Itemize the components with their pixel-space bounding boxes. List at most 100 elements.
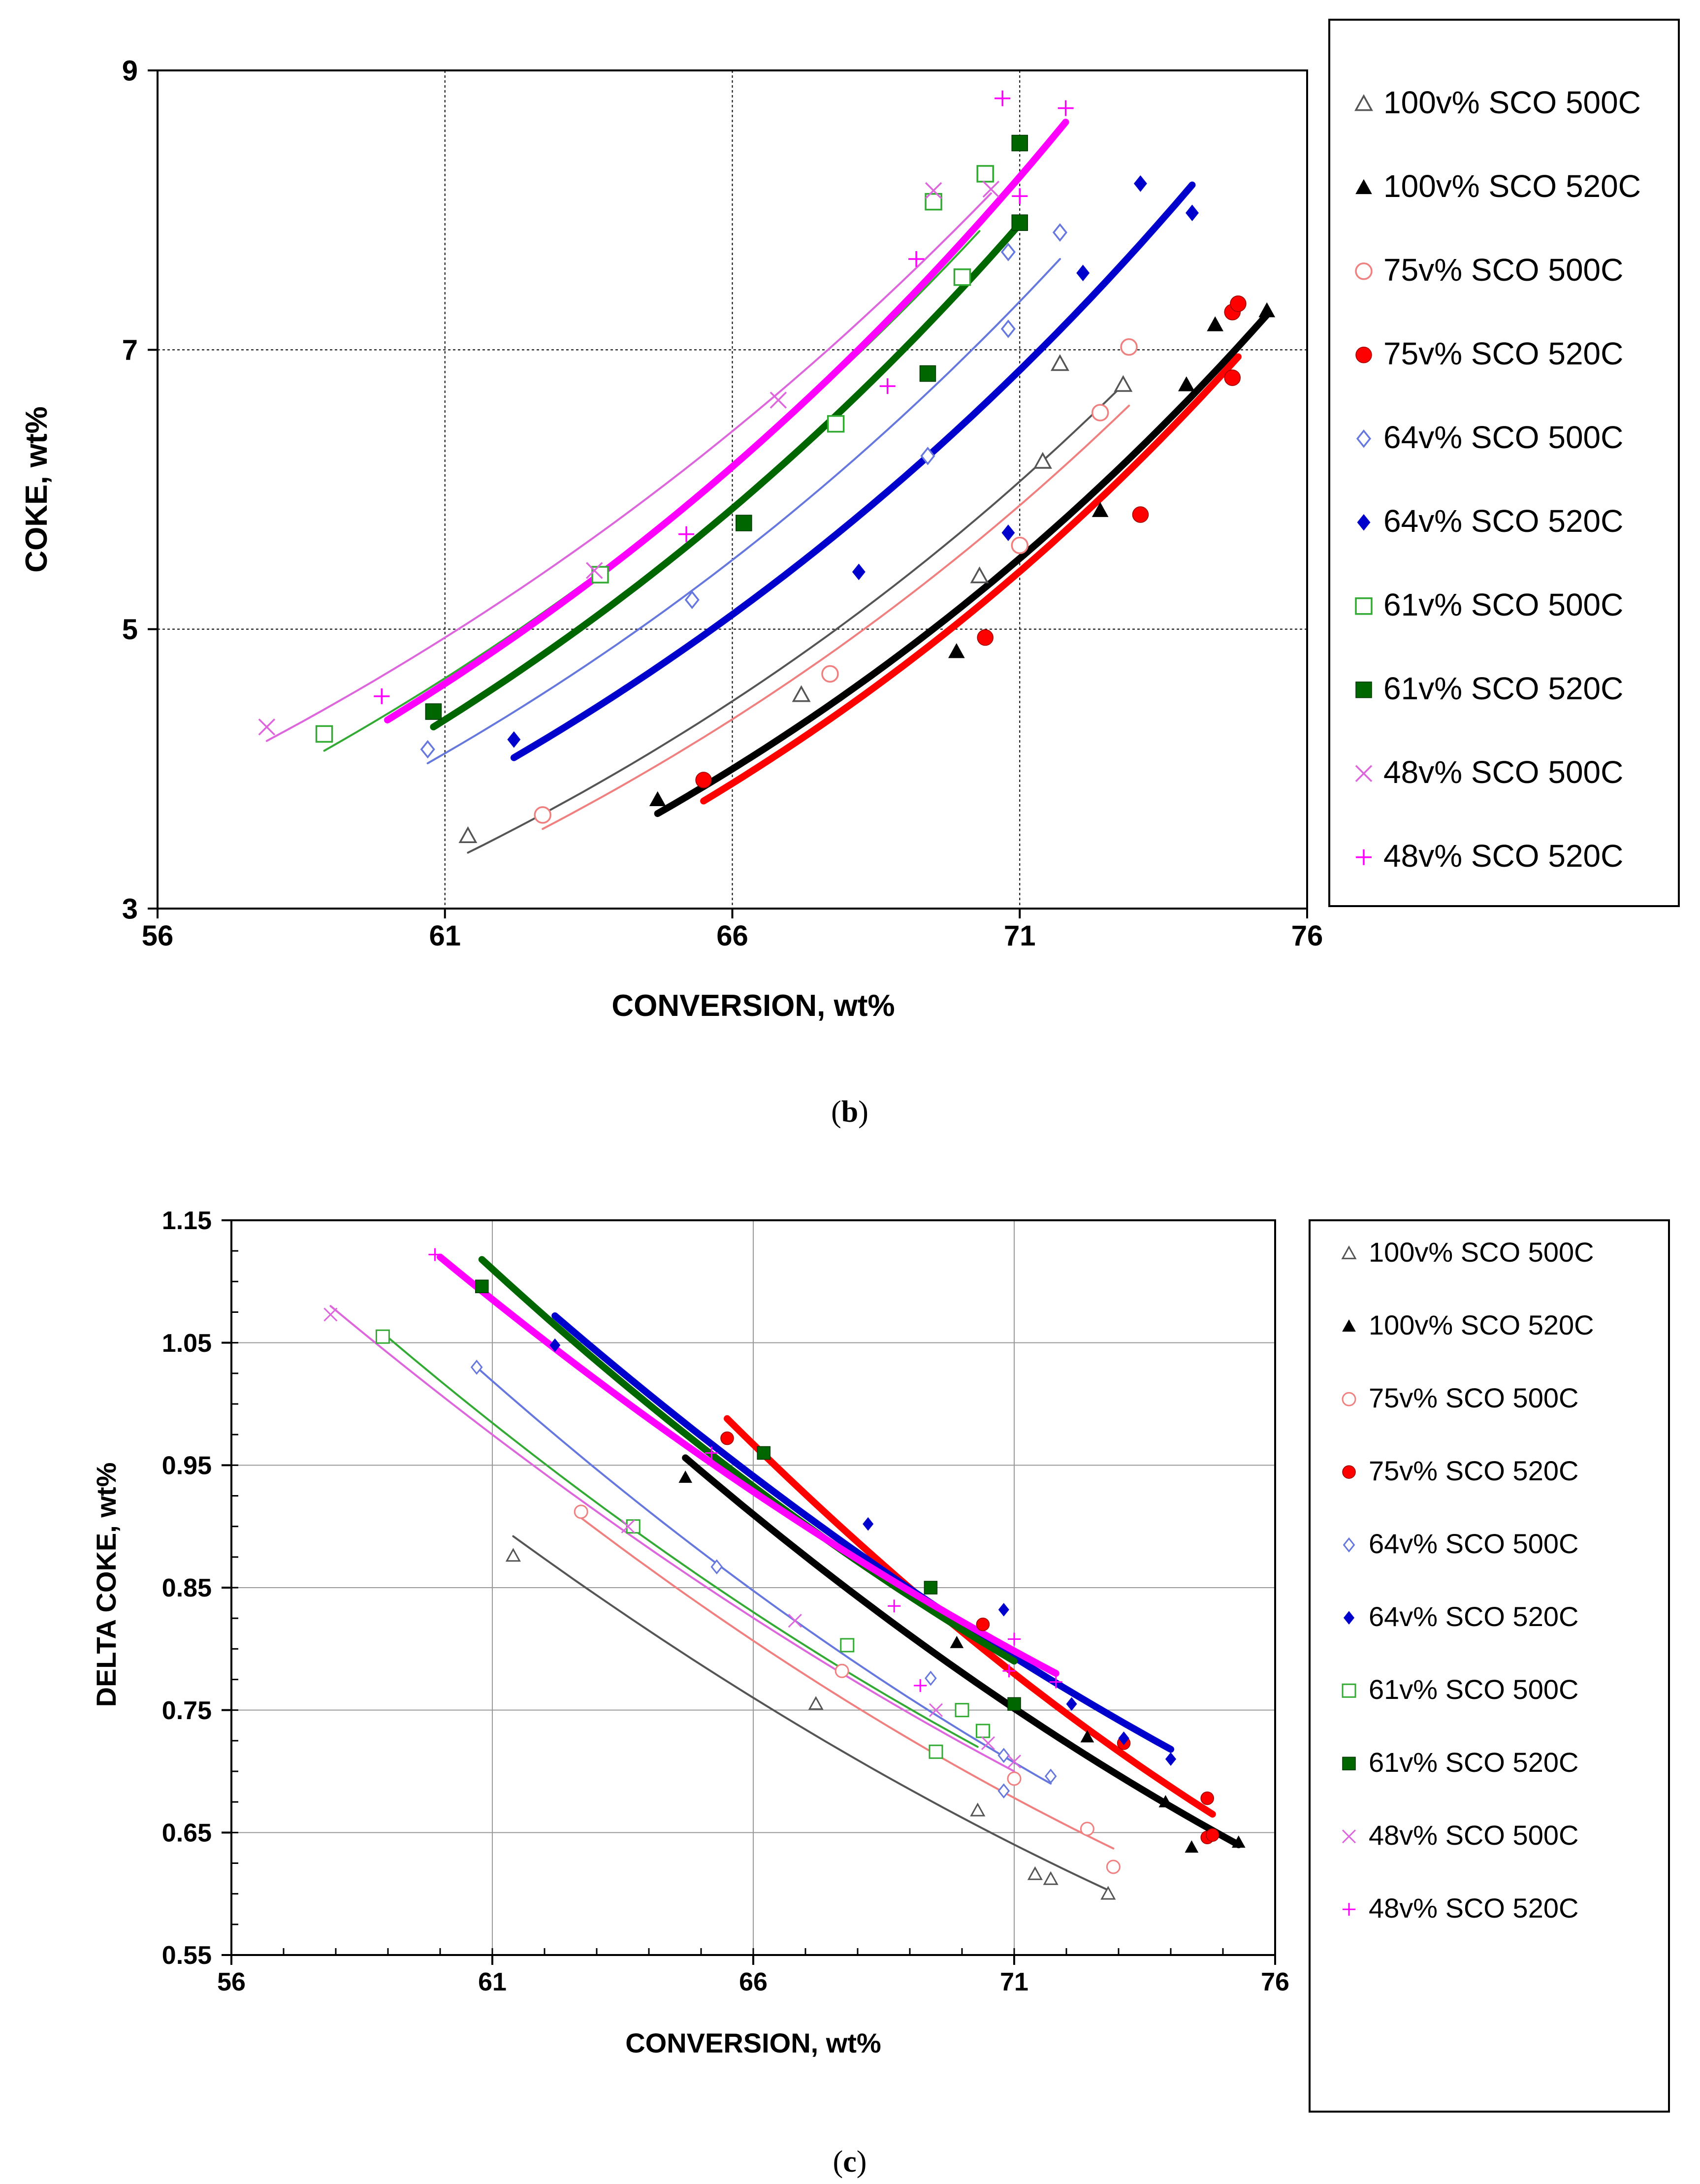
data-point — [994, 90, 1011, 106]
data-point — [834, 1663, 849, 1678]
x-tick-label: 71 — [1004, 920, 1036, 952]
trend-line — [265, 192, 992, 742]
data-point — [684, 590, 700, 609]
data-point — [1231, 1835, 1246, 1848]
data-point — [420, 740, 435, 759]
data-point — [920, 447, 935, 465]
data-point — [710, 1559, 723, 1575]
legend-marker — [1341, 1245, 1357, 1260]
legend-label: 48v% SCO 500C — [1369, 1820, 1578, 1851]
data-point — [792, 685, 811, 702]
x-tick-label: 66 — [716, 920, 748, 952]
legend-label: 48v% SCO 500C — [1383, 754, 1623, 790]
data-point — [1043, 1871, 1058, 1885]
legend-marker — [1342, 1392, 1356, 1406]
data-point — [919, 365, 936, 382]
data-point — [1007, 1697, 1021, 1711]
coke-vs-conversion-chart: 56 61 66 71 76 3 5 7 9 CONVERSION, wt% COKE, wt% 10… — [20, 19, 1680, 1023]
legend-marker — [1342, 1829, 1356, 1844]
data-point — [977, 629, 994, 646]
data-point — [1050, 354, 1069, 371]
trend-line — [382, 1332, 979, 1748]
legend-marker — [1342, 1319, 1356, 1332]
y-tick-label: 0.85 — [162, 1574, 212, 1602]
data-point — [374, 688, 390, 704]
data-point — [950, 1635, 964, 1648]
data-point — [1178, 376, 1195, 391]
data-point — [1100, 1886, 1116, 1900]
y-axis-label: COKE, wt% — [20, 406, 54, 573]
data-point — [953, 268, 971, 286]
data-point — [1091, 502, 1109, 517]
x-tick-label: 76 — [1291, 920, 1323, 952]
data-point — [1007, 1771, 1022, 1786]
trend-line — [478, 1256, 1018, 1665]
data-point — [458, 826, 478, 844]
data-point — [997, 1783, 1010, 1799]
legend-label: 64v% SCO 500C — [1369, 1528, 1578, 1559]
data-point — [757, 1446, 770, 1460]
legend-marker — [1343, 1903, 1355, 1916]
trend-line — [467, 384, 1124, 854]
data-layer — [323, 1248, 1246, 1900]
data-point — [649, 791, 666, 807]
legend-marker — [1343, 1537, 1355, 1553]
trend-line — [700, 353, 1242, 805]
data-point — [315, 725, 333, 743]
y-tick-label: 1.15 — [162, 1206, 212, 1235]
x-tick-label: 71 — [1000, 1968, 1028, 1996]
data-point — [1080, 1730, 1094, 1743]
y-tick-label: 0.65 — [162, 1819, 212, 1848]
data-point — [970, 1802, 986, 1817]
y-tick-label: 5 — [122, 614, 138, 646]
data-point — [998, 1602, 1009, 1617]
x-tick-label: 66 — [739, 1968, 768, 1996]
data-point — [323, 1307, 338, 1322]
data-point — [997, 1748, 1010, 1763]
y-tick-label: 0.95 — [162, 1452, 212, 1480]
trend-line — [512, 1535, 1109, 1891]
data-point — [1001, 524, 1015, 541]
trend-line — [682, 1454, 1242, 1849]
y-tick-label: 3 — [122, 893, 138, 925]
data-point — [736, 515, 752, 531]
data-point — [955, 1703, 969, 1718]
x-tick-label: 56 — [217, 1968, 246, 1996]
x-tick-label: 61 — [429, 920, 461, 952]
trend-line — [542, 404, 1130, 830]
data-point — [549, 1338, 561, 1352]
data-point — [375, 1329, 390, 1344]
data-point — [1011, 536, 1029, 554]
data-point — [1000, 319, 1016, 338]
y-tick-label: 0.75 — [162, 1696, 212, 1725]
data-point — [1258, 302, 1276, 318]
legend-marker — [1355, 597, 1373, 615]
data-point — [428, 1248, 442, 1261]
data-point — [678, 1470, 693, 1483]
data-point — [924, 1581, 938, 1595]
data-point — [1033, 452, 1052, 469]
data-point — [505, 1548, 521, 1562]
data-point — [840, 1638, 855, 1653]
data-layer — [258, 90, 1276, 854]
data-point — [720, 1431, 734, 1445]
data-point — [1000, 242, 1016, 261]
data-point — [976, 1617, 990, 1631]
data-point — [1206, 1828, 1219, 1842]
legend-marker — [1342, 1757, 1356, 1770]
x-tick-label: 61 — [478, 1968, 507, 1996]
data-point — [770, 391, 787, 409]
data-point — [586, 562, 603, 579]
data-point — [1066, 1697, 1077, 1711]
x-tick-label: 76 — [1261, 1968, 1289, 1996]
data-point — [914, 1679, 927, 1692]
legend-marker — [1356, 429, 1372, 448]
trend-line — [580, 1517, 1115, 1850]
legend-marker — [1342, 1465, 1356, 1479]
data-point — [975, 1724, 990, 1738]
trend-line — [510, 181, 1196, 761]
data-point — [1002, 1664, 1016, 1678]
data-point — [970, 566, 989, 584]
data-point — [982, 180, 1000, 198]
